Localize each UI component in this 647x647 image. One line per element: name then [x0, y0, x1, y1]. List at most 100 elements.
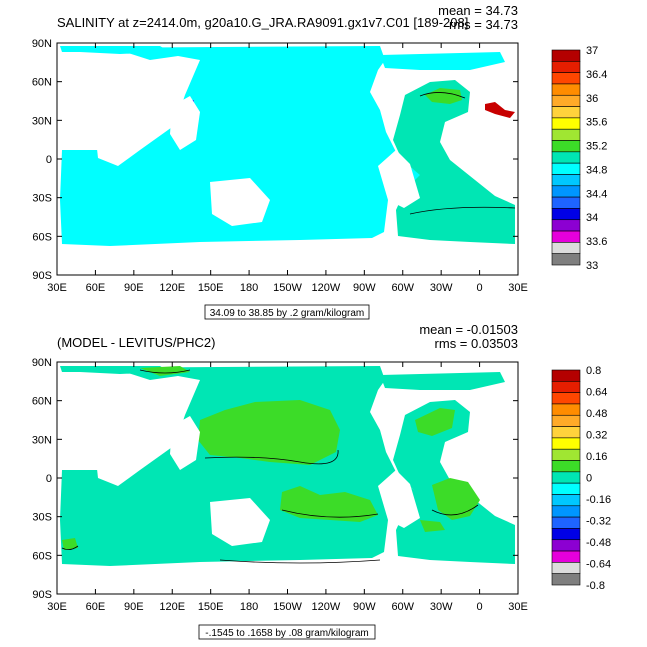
colorbar-swatch	[551, 448, 581, 461]
colorbar-swatch	[551, 230, 581, 243]
colorbar-swatch	[551, 437, 581, 450]
x-tick-label: 150E	[198, 601, 224, 613]
colorbar-swatch	[551, 185, 581, 198]
panel-title: (MODEL - LEVITUS/PHC2)	[57, 335, 215, 350]
colorbar-label: 36.4	[586, 69, 607, 81]
salinity-high-patch	[425, 88, 462, 104]
colorbar-label: 33.6	[586, 236, 607, 248]
y-tick-label: 30N	[32, 115, 52, 127]
colorbar-swatch	[551, 494, 581, 507]
panel-salinity: SALINITY at z=2414.0m, g20a10.G_JRA.RA90…	[32, 3, 607, 320]
colorbar-swatch	[551, 162, 581, 175]
x-tick-label: 0	[477, 282, 483, 294]
x-tick-label: 120W	[312, 282, 341, 294]
colorbar-swatch	[551, 562, 581, 574]
x-tick-label: 150W	[273, 282, 302, 294]
colorbar-label: 35.2	[586, 141, 607, 153]
colorbar-label: -0.32	[586, 516, 611, 528]
colorbar-label: 0.48	[586, 408, 607, 420]
x-tick-label: 60E	[86, 601, 106, 613]
colorbar-swatch	[551, 505, 581, 518]
panel-title: SALINITY at z=2414.0m, g20a10.G_JRA.RA90…	[57, 15, 468, 30]
colorbar-swatch	[551, 117, 581, 130]
colorbar-swatch	[551, 369, 581, 382]
x-tick-label: 120W	[312, 601, 341, 613]
colorbar-swatch	[551, 550, 581, 563]
colorbar-swatch	[551, 72, 581, 85]
colorbar-label: 34.8	[586, 164, 607, 176]
mean-label: mean = 34.73	[438, 3, 518, 18]
colorbar-label: -0.64	[586, 559, 611, 571]
rms-label: rms = 34.73	[449, 17, 518, 32]
salinity-map	[57, 43, 518, 275]
colorbar-swatch	[551, 94, 581, 107]
colorbar-label: 0.8	[586, 365, 601, 377]
axes: 30E 60E 90E 120E 150E 180 150W 120W 90W 60W 30W 0 30…	[32, 357, 528, 613]
colorbar-swatch	[551, 253, 581, 266]
x-tick-label: 30E	[508, 282, 528, 294]
x-tick-label: 120E	[159, 601, 185, 613]
colorbar-label: 37	[586, 45, 598, 57]
x-tick-label: 90E	[124, 282, 144, 294]
colorbar-swatch	[551, 61, 581, 73]
x-tick-label: 150W	[273, 601, 302, 613]
y-tick-label: 30N	[32, 434, 52, 446]
anomaly-south-pacific	[280, 486, 378, 522]
y-tick-label: 90S	[32, 270, 52, 282]
y-tick-label: 60S	[32, 231, 52, 243]
salinity-med-outflow	[485, 102, 515, 118]
colorbar-swatch	[551, 128, 581, 141]
colorbar-swatch	[551, 196, 581, 209]
x-tick-label: 30E	[47, 282, 67, 294]
rms-label: rms = 0.03503	[435, 336, 518, 351]
ocean-arctic	[60, 46, 505, 70]
x-tick-label: 90W	[353, 601, 376, 613]
y-tick-label: 90N	[32, 357, 52, 369]
panel-difference: (MODEL - LEVITUS/PHC2) mean = -0.01503 r…	[32, 322, 611, 640]
colorbar-label: 33	[586, 260, 598, 272]
y-tick-label: 90N	[32, 38, 52, 50]
axes: 30E 60E 90E 120E 150E 180 150W 120W 90W 60W 30W 0 30…	[32, 38, 528, 294]
y-tick-label: 0	[46, 154, 52, 166]
colorbar-label: 0	[586, 473, 592, 485]
anomaly-atlantic	[432, 478, 480, 520]
x-tick-label: 150E	[198, 282, 224, 294]
colorbar-swatch	[551, 573, 581, 586]
x-tick-label: 90E	[124, 601, 144, 613]
colorbar-label: 34.4	[586, 188, 607, 200]
x-tick-label: 0	[477, 601, 483, 613]
ocean-indo-pacific	[60, 46, 440, 246]
x-tick-label: 120E	[159, 282, 185, 294]
y-tick-label: 0	[46, 473, 52, 485]
colorbar-swatch	[551, 151, 581, 164]
colorbar-swatch	[551, 49, 581, 62]
colorbar: 37 36.4 36 35.6 35.2 34.8 34.4 34 33.6 33	[551, 45, 607, 272]
x-tick-label: 30E	[508, 601, 528, 613]
y-tick-label: 30S	[32, 512, 52, 524]
colorbar-swatch	[551, 482, 581, 495]
colorbar-swatch	[551, 242, 581, 254]
colorbar-swatch	[551, 174, 581, 187]
colorbar-label: -0.48	[586, 537, 611, 549]
contour-info: -.1545 to .1658 by .08 gram/kilogram	[205, 628, 368, 639]
colorbar-label: 35.6	[586, 117, 607, 129]
colorbar-label: 34	[586, 212, 598, 224]
colorbar-swatch	[551, 516, 581, 529]
mean-label: mean = -0.01503	[419, 322, 518, 337]
colorbar-swatch	[551, 83, 581, 96]
colorbar-swatch	[551, 426, 581, 439]
x-tick-label: 30W	[430, 601, 453, 613]
y-tick-label: 60N	[32, 396, 52, 408]
difference-map	[57, 362, 518, 594]
colorbar-label: -0.16	[586, 494, 611, 506]
colorbar-label: 0.64	[586, 387, 607, 399]
x-tick-label: 60W	[391, 282, 414, 294]
x-tick-label: 180	[240, 282, 258, 294]
y-tick-label: 60N	[32, 77, 52, 89]
x-tick-label: 30E	[47, 601, 67, 613]
colorbar-swatch	[551, 403, 581, 416]
x-tick-label: 60E	[86, 282, 106, 294]
colorbar-swatch	[551, 381, 581, 393]
colorbar-label: -0.8	[586, 580, 605, 592]
colorbar-swatch	[551, 392, 581, 405]
